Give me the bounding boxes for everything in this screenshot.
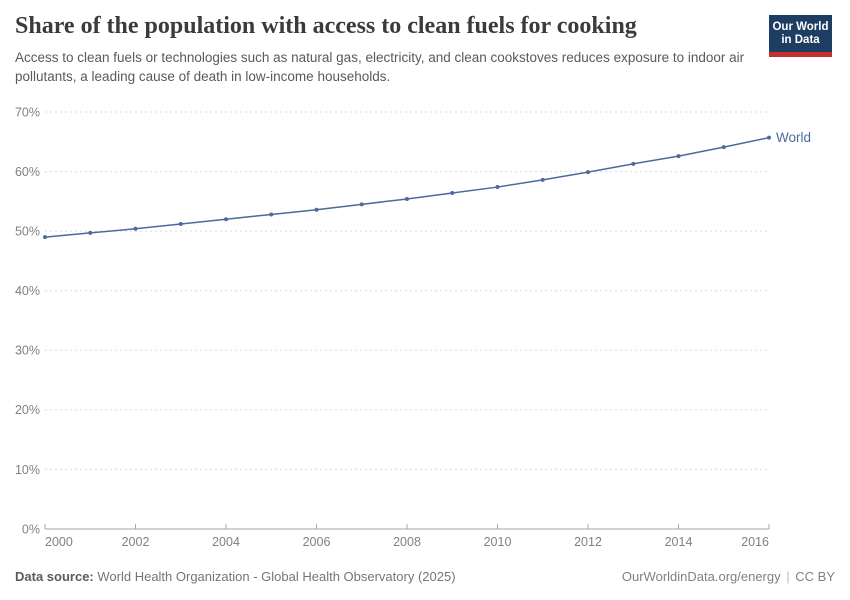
footer-separator: | <box>786 569 790 584</box>
x-axis-tick-label: 2010 <box>484 535 512 549</box>
x-axis-tick-label: 2012 <box>574 535 602 549</box>
data-point[interactable] <box>43 235 47 240</box>
chart-title: Share of the population with access to c… <box>15 13 637 39</box>
y-axis-tick-label: 60% <box>15 165 40 179</box>
data-point[interactable] <box>495 185 500 190</box>
axes-layer: 2000 2002 2004 2006 2008 2010 2012 2014 2016 <box>44 524 770 549</box>
owid-logo[interactable]: Our World in Data <box>769 15 832 57</box>
data-point[interactable] <box>767 135 771 140</box>
data-point[interactable] <box>721 145 726 150</box>
y-axis-tick-label: 0% <box>22 522 40 536</box>
owid-logo-stripe <box>769 52 832 57</box>
owid-logo-line2: in Data <box>781 33 820 46</box>
license-link[interactable]: CC BY <box>795 569 835 584</box>
data-source: Data source: World Health Organization -… <box>15 569 456 584</box>
owid-url-link[interactable]: OurWorldinData.org/energy <box>621 569 781 584</box>
data-point[interactable] <box>314 207 319 212</box>
data-point[interactable] <box>405 196 409 201</box>
x-axis-tick-label: 2000 <box>45 535 73 549</box>
data-point[interactable] <box>88 230 93 235</box>
y-axis-tick-label: 50% <box>15 225 40 239</box>
footer-links: OurWorldinData.org/energy | CC BY <box>622 569 835 584</box>
data-point[interactable] <box>133 226 138 231</box>
chart-footer: Data source: World Health Organization -… <box>15 569 835 584</box>
owid-logo-text: Our World in Data <box>769 15 832 52</box>
y-axis-tick-label: 20% <box>15 403 40 417</box>
data-point[interactable] <box>676 154 681 159</box>
chart-header: Share of the population with access to c… <box>15 12 760 86</box>
y-axis-tick-label: 10% <box>15 463 40 477</box>
series-layer[interactable]: World <box>43 130 811 240</box>
data-point[interactable] <box>540 177 545 182</box>
x-axis-tick-label: 2014 <box>665 535 693 549</box>
y-axis-tick-label: 40% <box>15 284 40 298</box>
y-axis-tick-label: 30% <box>15 344 40 358</box>
owid-logo-line1: Our World <box>772 20 829 33</box>
data-point[interactable] <box>359 202 364 207</box>
data-point[interactable] <box>450 191 455 196</box>
data-source-label: Data source: <box>15 569 94 584</box>
gridlines-layer: 0% 10% 20% 30% 40% 50% 60% 70% <box>15 105 769 536</box>
chart-subtitle: Access to clean fuels or technologies su… <box>15 50 745 84</box>
series-line-world[interactable] <box>44 136 770 238</box>
x-axis-tick-label: 2016 <box>741 535 769 549</box>
data-point[interactable] <box>224 217 228 222</box>
y-axis-tick-label: 70% <box>15 105 40 119</box>
data-point[interactable] <box>269 212 274 217</box>
data-source-text: World Health Organization - Global Healt… <box>97 569 456 584</box>
x-axis-tick-label: 2004 <box>212 535 240 549</box>
x-axis-tick-label: 2008 <box>393 535 421 549</box>
data-point[interactable] <box>178 221 183 226</box>
x-axis-tick-label: 2006 <box>303 535 331 549</box>
x-axis-tick-label: 2002 <box>122 535 150 549</box>
data-point[interactable] <box>631 161 636 166</box>
series-label-world[interactable]: World <box>776 130 811 145</box>
data-point[interactable] <box>586 170 590 175</box>
